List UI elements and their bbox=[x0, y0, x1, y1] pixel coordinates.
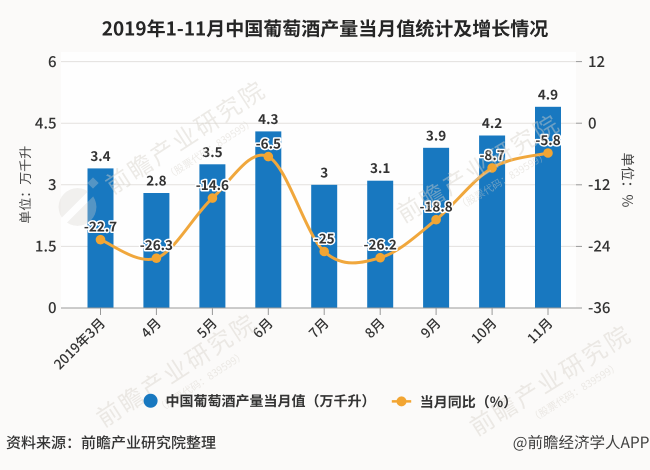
svg-text:2019年1-11月中国葡萄酒产量当月值统计及增长情况: 2019年1-11月中国葡萄酒产量当月值统计及增长情况 bbox=[102, 15, 549, 42]
svg-text:0: 0 bbox=[588, 112, 597, 133]
svg-text:1.5: 1.5 bbox=[35, 236, 57, 257]
svg-text:-22.7: -22.7 bbox=[84, 216, 117, 236]
svg-text:2.8: 2.8 bbox=[146, 170, 166, 190]
svg-text:-6.5: -6.5 bbox=[256, 133, 281, 153]
svg-text:-24: -24 bbox=[588, 236, 611, 257]
svg-text:-12: -12 bbox=[588, 174, 610, 195]
svg-text:资料来源：前瞻产业研究院整理: 资料来源：前瞻产业研究院整理 bbox=[6, 432, 216, 453]
svg-text:-18.8: -18.8 bbox=[419, 196, 452, 216]
svg-text:3.1: 3.1 bbox=[370, 157, 390, 177]
svg-text:3: 3 bbox=[320, 161, 328, 181]
svg-text:-8.7: -8.7 bbox=[479, 144, 504, 164]
svg-text:中国葡萄酒产量当月值（万千升）: 中国葡萄酒产量当月值（万千升） bbox=[166, 391, 376, 411]
svg-text:-26.3: -26.3 bbox=[140, 234, 173, 254]
svg-text:4.3: 4.3 bbox=[258, 108, 278, 128]
svg-text:-25: -25 bbox=[314, 228, 335, 248]
svg-text:4.9: 4.9 bbox=[538, 83, 558, 103]
svg-text:4.2: 4.2 bbox=[482, 112, 502, 132]
svg-text:6: 6 bbox=[48, 51, 57, 72]
svg-text:-5.8: -5.8 bbox=[535, 129, 560, 149]
svg-text:3.9: 3.9 bbox=[426, 124, 446, 144]
svg-text:@前瞻经济学人APP: @前瞻经济学人APP bbox=[513, 431, 650, 453]
svg-text:12: 12 bbox=[588, 51, 605, 72]
svg-text:单位：%: 单位：% bbox=[618, 153, 638, 208]
svg-text:3.4: 3.4 bbox=[90, 145, 110, 165]
svg-text:3.5: 3.5 bbox=[202, 141, 222, 161]
svg-text:-14.6: -14.6 bbox=[196, 174, 229, 194]
svg-text:3: 3 bbox=[48, 174, 57, 195]
svg-text:4.5: 4.5 bbox=[35, 112, 57, 133]
svg-text:-26.2: -26.2 bbox=[364, 234, 397, 254]
svg-text:0: 0 bbox=[48, 297, 57, 318]
svg-text:单位：万千升: 单位：万千升 bbox=[15, 146, 34, 224]
svg-text:当月同比（%）: 当月同比（%） bbox=[420, 392, 517, 412]
svg-text:-36: -36 bbox=[588, 297, 610, 318]
